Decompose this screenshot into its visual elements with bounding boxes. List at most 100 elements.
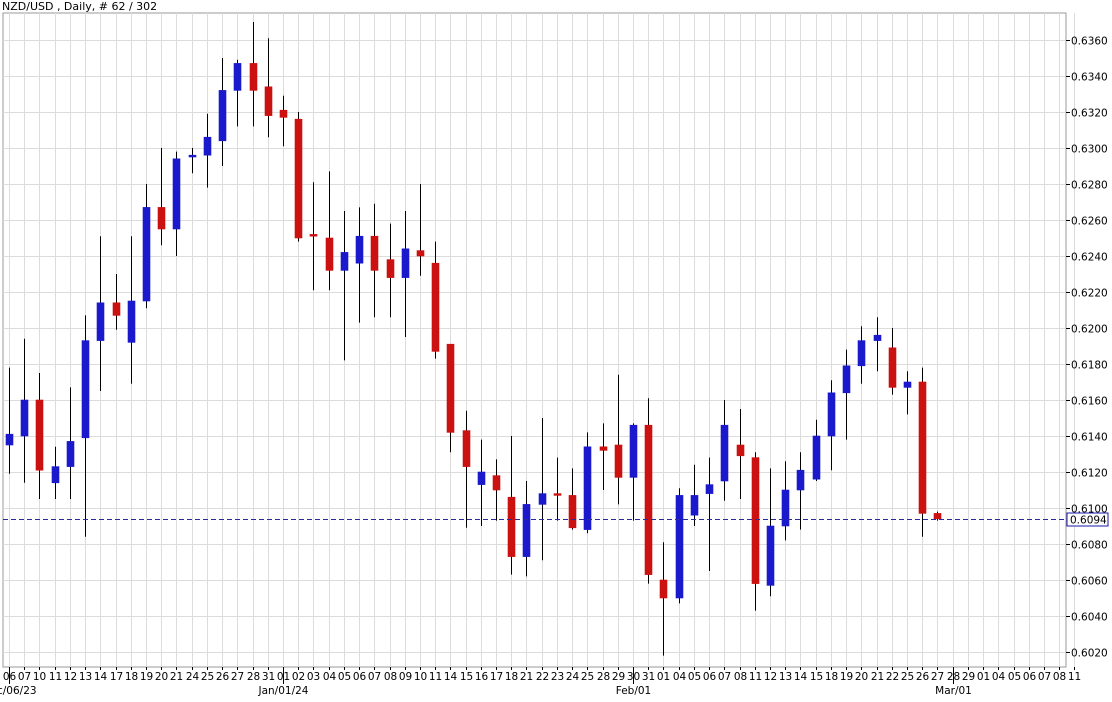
x-tick-label: 23 (551, 671, 564, 683)
x-tick-label: 18 (825, 671, 838, 683)
candle-body (827, 392, 836, 437)
y-tick-label: 0.6360 (1071, 36, 1108, 48)
x-tick-label: 08 (734, 671, 747, 683)
candle-body (736, 444, 745, 457)
candle (203, 113, 212, 188)
x-tick-label: 07 (718, 671, 731, 683)
candle-body (401, 248, 410, 278)
date-label: Jan/01/24 (258, 685, 309, 697)
x-tick-label: 22 (536, 671, 549, 683)
y-tick-label: 0.6200 (1071, 324, 1108, 336)
candle (66, 387, 75, 499)
x-tick-label: 14 (444, 671, 458, 683)
candle (812, 419, 821, 481)
x-tick-label: 24 (566, 671, 580, 683)
x-tick-label: 16 (475, 671, 489, 683)
candle-body (903, 381, 912, 388)
candle (538, 418, 547, 561)
candle (20, 338, 29, 483)
candle-body (720, 424, 729, 482)
x-tick-label: 18 (125, 671, 138, 683)
candle (249, 22, 258, 127)
x-tick-label: 26 (916, 671, 930, 683)
candle (842, 349, 851, 440)
x-tick-label: 31 (262, 671, 275, 683)
candle (431, 241, 440, 359)
candles (5, 22, 942, 656)
candle (690, 464, 699, 526)
x-tick-label: 18 (505, 671, 518, 683)
x-tick-label: 11 (749, 671, 762, 683)
candle-body (233, 63, 242, 91)
y-tick-label: 0.6320 (1071, 108, 1108, 120)
candle (370, 203, 379, 318)
candle-body (309, 234, 318, 237)
x-tick-label: 05 (688, 671, 701, 683)
candle-body (781, 489, 790, 527)
candle (766, 468, 775, 597)
x-tick-label: 07 (18, 671, 31, 683)
candle-body (431, 262, 440, 352)
x-tick-label: 04 (992, 671, 1006, 683)
y-tick-label: 0.6060 (1071, 576, 1108, 588)
candle-body (188, 154, 197, 158)
x-tick-label: 21 (170, 671, 183, 683)
candle-body (599, 446, 608, 451)
candle (873, 317, 882, 372)
candle (736, 409, 745, 499)
candle (492, 459, 501, 521)
plot-area (2, 12, 1067, 668)
candle (781, 461, 790, 541)
y-tick-label: 0.6260 (1071, 216, 1108, 228)
candle (172, 151, 181, 256)
candle (340, 211, 349, 361)
x-tick-label: 27 (931, 671, 944, 683)
candle (599, 423, 608, 490)
candle-body (35, 399, 44, 471)
x-tick-label: 01 (977, 671, 990, 683)
candle-body (812, 435, 821, 480)
candle-body (96, 302, 105, 341)
y-tick-label: 0.6280 (1071, 180, 1108, 192)
candle-body (81, 340, 90, 439)
x-tick-label: 06 (703, 671, 717, 683)
x-tick-label: 20 (155, 671, 168, 683)
candle (507, 436, 516, 575)
candle-body (203, 136, 212, 156)
x-tick-label: 20 (855, 671, 868, 683)
candle (81, 315, 90, 537)
y-tick-label: 0.6240 (1071, 252, 1108, 264)
candle (629, 423, 638, 521)
candle (477, 439, 486, 526)
x-tick-label: 15 (460, 671, 473, 683)
chart-title: NZD/USD , Daily, # 62 / 302 (2, 0, 158, 13)
candle (325, 171, 334, 291)
candle-body (918, 381, 927, 514)
candle (705, 457, 714, 571)
candle-body (614, 444, 623, 478)
candle-body (264, 86, 273, 116)
y-tick-label: 0.6120 (1071, 468, 1108, 480)
candle (218, 58, 227, 166)
date-label: Dec/06/23 (0, 685, 37, 697)
candle-body (142, 207, 151, 302)
candle (903, 371, 912, 415)
candle (188, 148, 197, 174)
x-tick-label: 25 (901, 671, 914, 683)
candle (644, 398, 653, 584)
candle (553, 457, 562, 521)
x-tick-label: 17 (110, 671, 123, 683)
x-tick-label: 22 (886, 671, 899, 683)
candle (416, 184, 425, 276)
candle-body (675, 495, 684, 599)
candle (918, 367, 927, 537)
candle-body (370, 235, 379, 271)
date-label: Mar/01 (935, 685, 972, 697)
x-tick-label: 08 (1053, 671, 1066, 683)
x-tick-label: 29 (962, 671, 975, 683)
y-tick-label: 0.6040 (1071, 612, 1108, 624)
candle (446, 343, 455, 453)
candle-body (888, 347, 897, 388)
last-price-label-box (1066, 512, 1109, 527)
candle-body (857, 340, 866, 367)
